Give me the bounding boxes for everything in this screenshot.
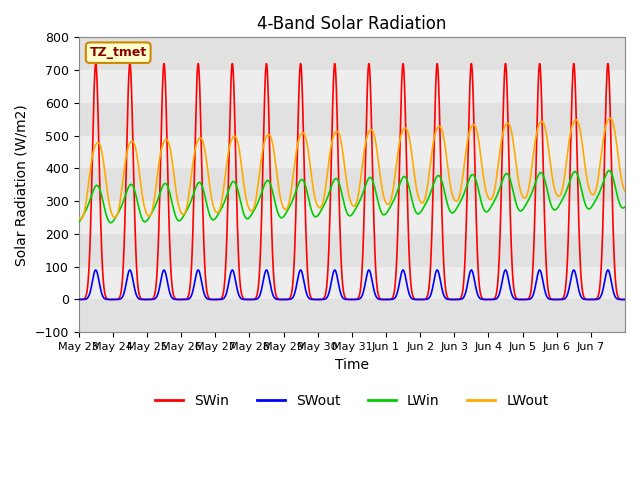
Legend: SWin, SWout, LWin, LWout: SWin, SWout, LWin, LWout — [150, 389, 554, 414]
Bar — [79, 70, 625, 103]
Bar — [79, 168, 625, 201]
Bar — [79, 267, 625, 300]
Bar — [79, 103, 625, 136]
Bar — [79, 136, 625, 168]
Bar — [79, 300, 625, 332]
Y-axis label: Solar Radiation (W/m2): Solar Radiation (W/m2) — [15, 104, 29, 265]
Bar — [79, 37, 625, 70]
Text: TZ_tmet: TZ_tmet — [90, 46, 147, 59]
Bar — [79, 234, 625, 267]
X-axis label: Time: Time — [335, 358, 369, 372]
Title: 4-Band Solar Radiation: 4-Band Solar Radiation — [257, 15, 447, 33]
Bar — [79, 201, 625, 234]
